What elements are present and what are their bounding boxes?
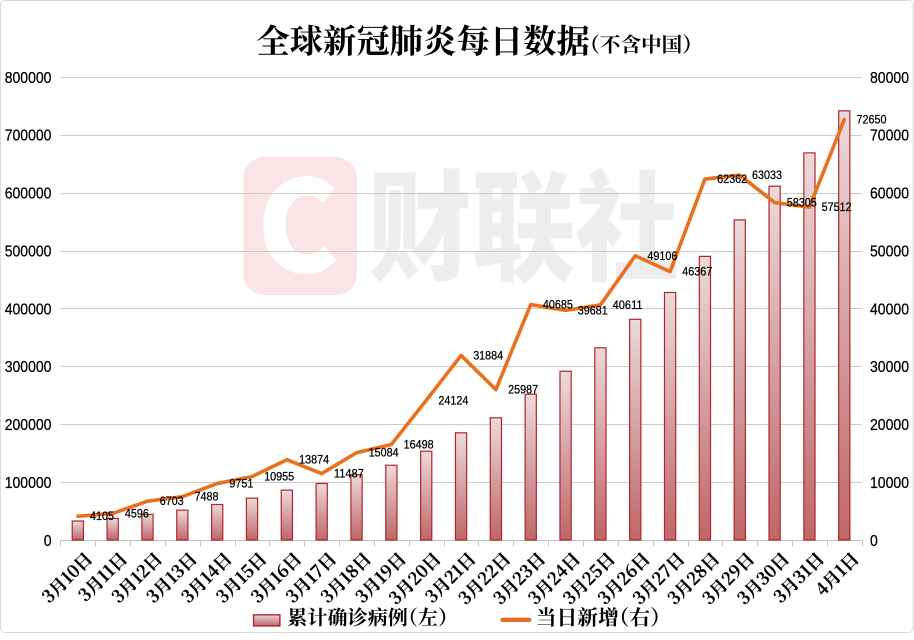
svg-text:400000: 400000 xyxy=(5,301,52,318)
svg-text:200000: 200000 xyxy=(5,417,52,434)
svg-text:50000: 50000 xyxy=(870,243,909,260)
svg-text:63033: 63033 xyxy=(752,168,782,182)
svg-text:10955: 10955 xyxy=(264,470,294,484)
svg-text:600000: 600000 xyxy=(5,186,52,203)
svg-text:6703: 6703 xyxy=(160,494,184,508)
svg-text:0: 0 xyxy=(870,533,878,550)
svg-text:800000: 800000 xyxy=(5,70,52,87)
svg-text:46367: 46367 xyxy=(682,265,712,279)
svg-text:13874: 13874 xyxy=(299,453,329,467)
svg-text:9751: 9751 xyxy=(229,477,253,491)
svg-text:39681: 39681 xyxy=(578,303,608,317)
svg-text:500000: 500000 xyxy=(5,243,52,260)
svg-text:100000: 100000 xyxy=(5,475,52,492)
svg-text:62362: 62362 xyxy=(717,172,747,186)
svg-text:700000: 700000 xyxy=(5,128,52,145)
svg-text:15084: 15084 xyxy=(369,446,399,460)
svg-text:49106: 49106 xyxy=(647,249,677,263)
svg-text:20000: 20000 xyxy=(870,417,909,434)
svg-text:70000: 70000 xyxy=(870,128,909,145)
svg-text:25987: 25987 xyxy=(508,383,538,397)
svg-text:24124: 24124 xyxy=(438,393,468,407)
svg-text:60000: 60000 xyxy=(870,186,909,203)
svg-text:40611: 40611 xyxy=(613,298,643,312)
svg-text:10000: 10000 xyxy=(870,475,909,492)
svg-text:16498: 16498 xyxy=(404,438,434,452)
svg-text:40685: 40685 xyxy=(543,298,573,312)
svg-text:4105: 4105 xyxy=(90,509,114,523)
svg-text:4596: 4596 xyxy=(125,506,149,520)
svg-text:40000: 40000 xyxy=(870,301,909,318)
svg-text:57512: 57512 xyxy=(822,200,852,214)
svg-text:58305: 58305 xyxy=(787,196,817,210)
svg-text:31884: 31884 xyxy=(473,349,503,363)
svg-text:80000: 80000 xyxy=(870,70,909,87)
svg-text:11487: 11487 xyxy=(334,467,364,481)
svg-text:30000: 30000 xyxy=(870,359,909,376)
svg-text:0: 0 xyxy=(44,533,52,550)
svg-text:72650: 72650 xyxy=(857,113,887,127)
svg-text:7488: 7488 xyxy=(195,490,219,504)
svg-text:300000: 300000 xyxy=(5,359,52,376)
